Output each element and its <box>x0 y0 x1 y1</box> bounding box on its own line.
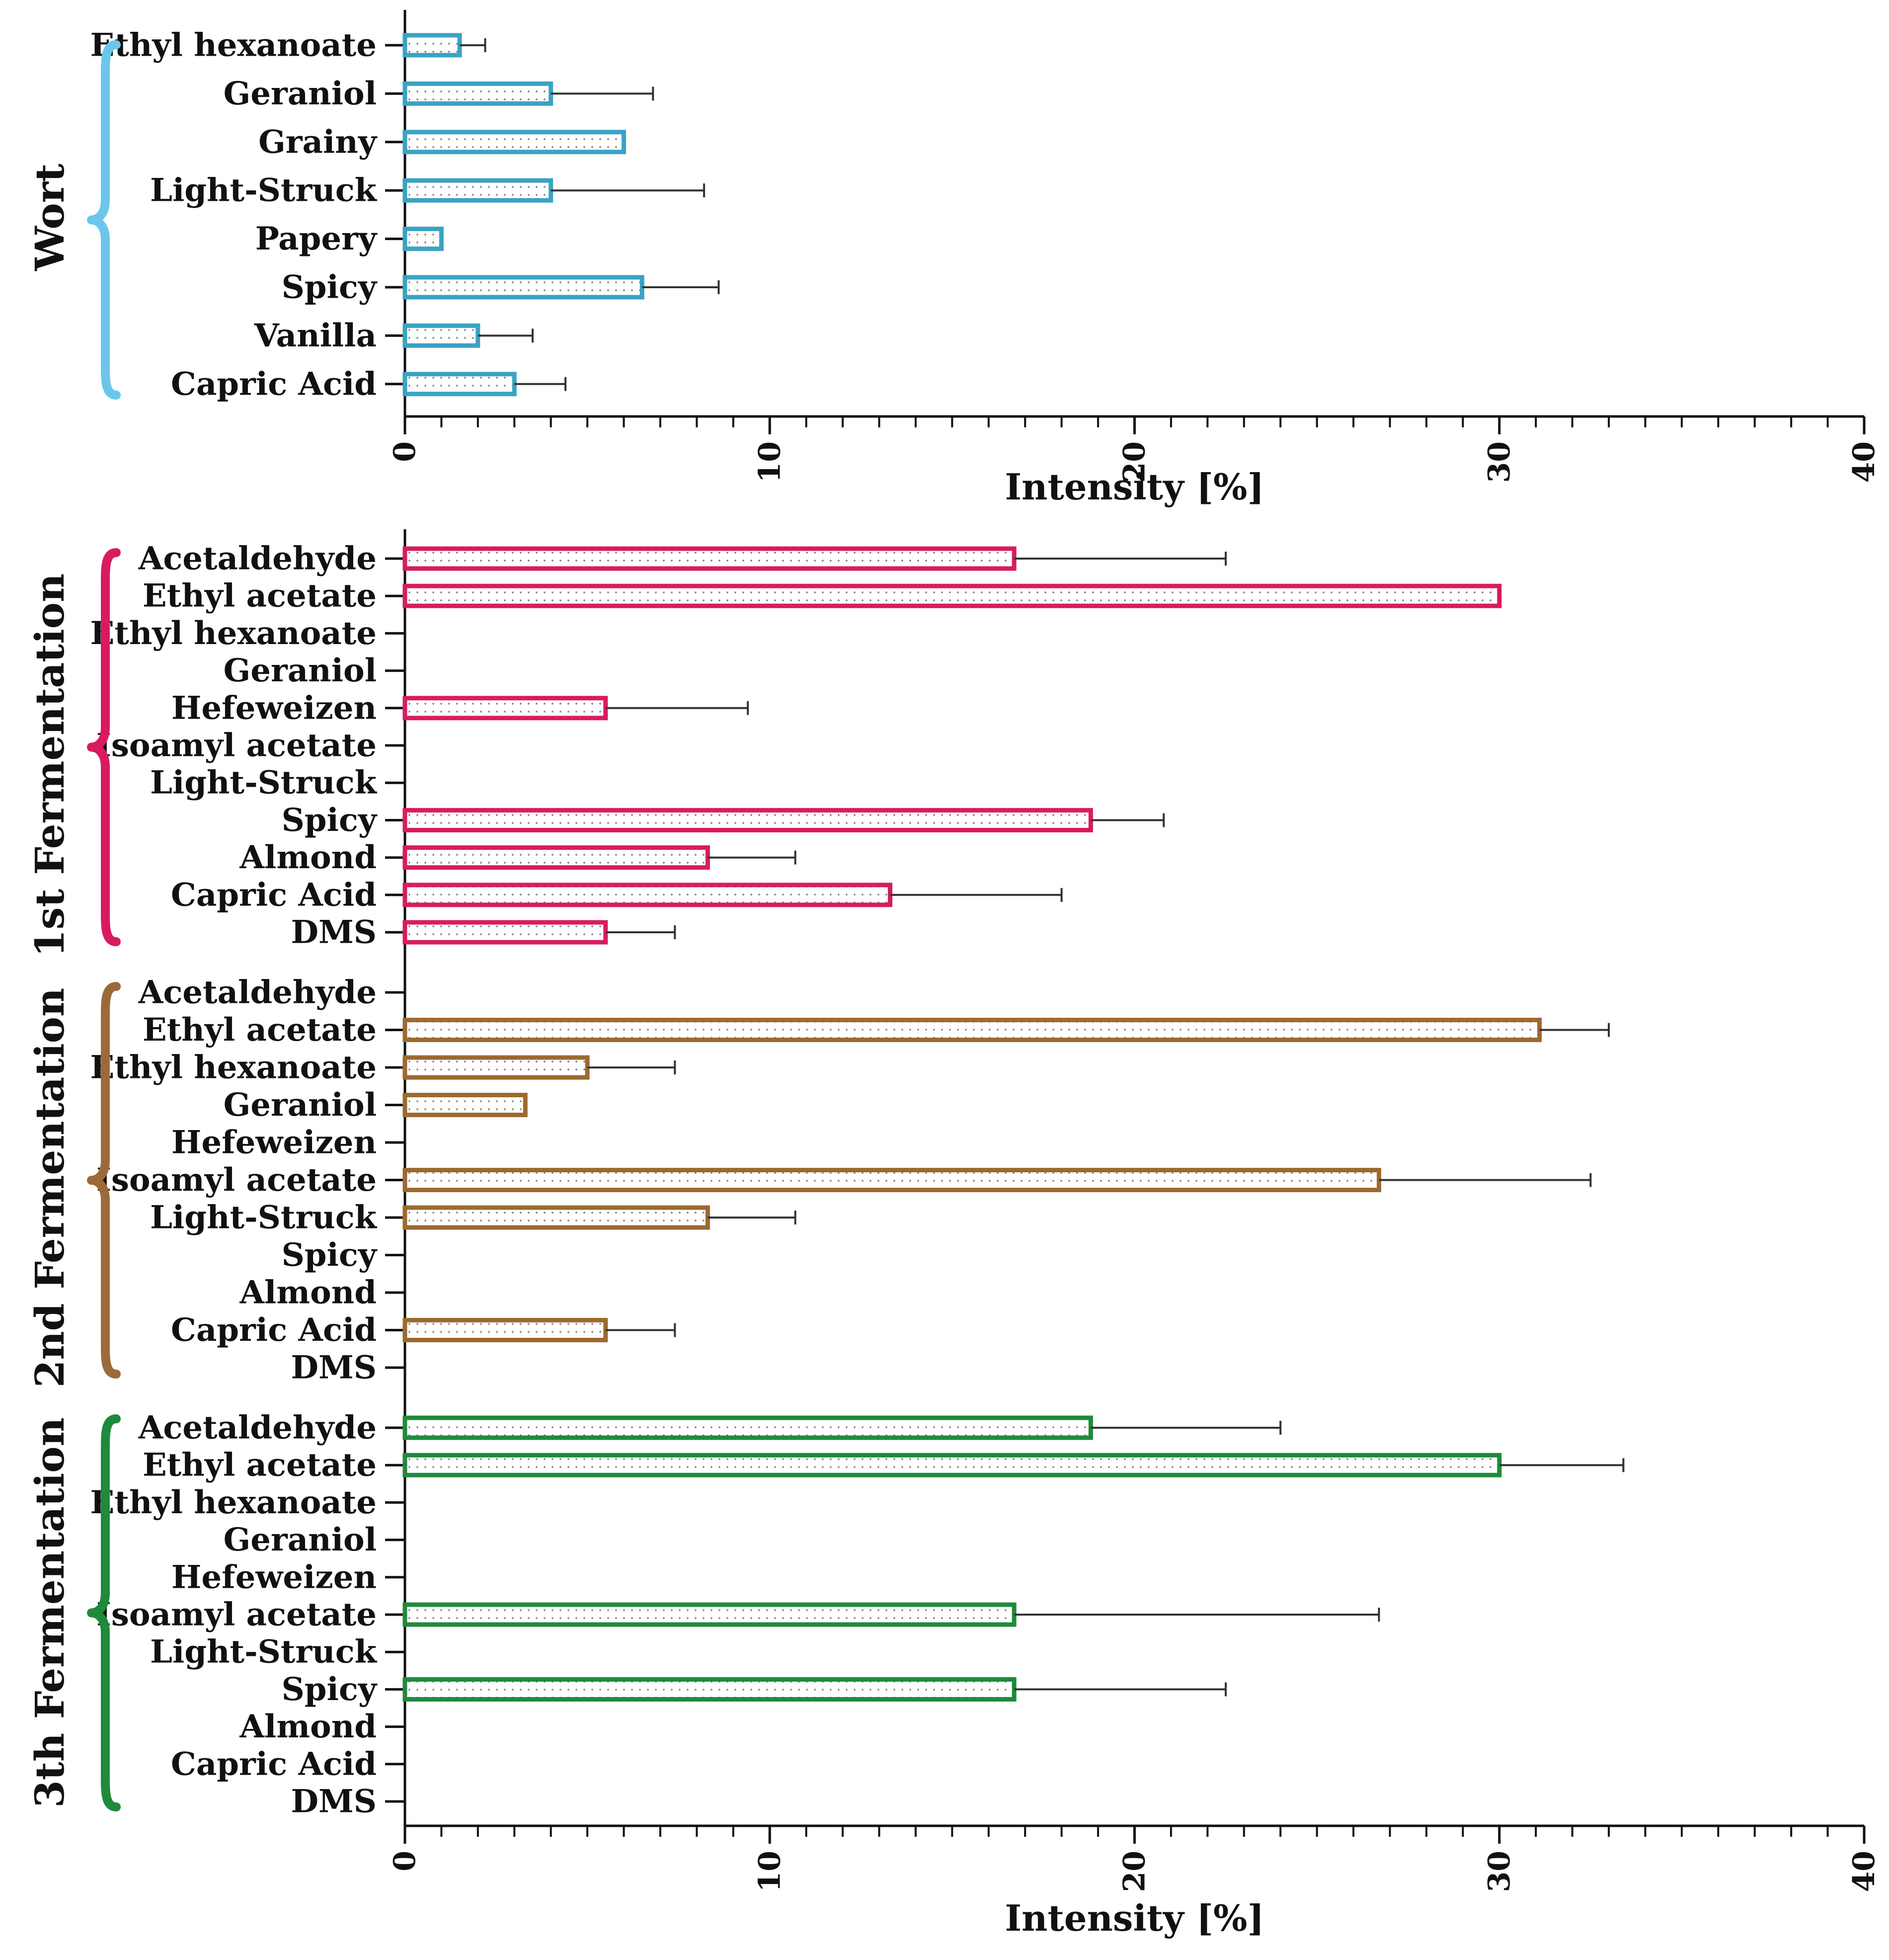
category-label: Vanilla <box>254 317 377 354</box>
bar <box>402 1205 710 1230</box>
category-label: Grainy <box>258 123 378 161</box>
bar <box>402 920 608 945</box>
group-title: 3th Fermentation <box>26 1417 73 1807</box>
category-label: Light-Struck <box>150 172 378 209</box>
category-label: Hefeweizen <box>171 689 377 727</box>
x-axis-title: Intensity [%] <box>1005 1897 1264 1939</box>
bar <box>402 1018 1542 1042</box>
category-label: Hefeweizen <box>171 1124 377 1161</box>
category-label: Ethyl acetate <box>143 577 377 615</box>
group-brace <box>87 982 121 1379</box>
category-label: Geraniol <box>224 1086 377 1124</box>
category-label: Almond <box>239 839 377 876</box>
x-tick-label: 20 <box>1117 1851 1152 1892</box>
x-tick-label: 20 <box>1117 441 1152 483</box>
category-label: Hefeweizen <box>171 1558 377 1596</box>
group-title: Wort <box>26 163 73 271</box>
bar <box>402 178 553 203</box>
category-label: Spicy <box>282 1671 378 1708</box>
bar <box>402 1453 1502 1477</box>
category-label: Ethyl hexanoate <box>90 615 377 652</box>
x-tick-label: 0 <box>388 1851 422 1872</box>
bar <box>402 1168 1381 1192</box>
category-label: Ethyl hexanoate <box>90 1049 377 1086</box>
category-label: Ethyl hexanoate <box>90 1484 377 1521</box>
category-label: Capric Acid <box>171 876 377 913</box>
bar <box>402 583 1502 608</box>
group-brace <box>87 548 121 946</box>
category-label: Geraniol <box>224 652 377 689</box>
bar <box>402 275 644 300</box>
x-tick-label: 40 <box>1847 1851 1882 1892</box>
x-axis-title: Intensity [%] <box>1005 466 1264 508</box>
category-label: Acetaldehyde <box>138 974 377 1011</box>
category-label: Isoamyl acetate <box>96 1161 377 1199</box>
bar <box>402 1677 1017 1702</box>
bar <box>402 372 517 397</box>
bar <box>402 883 893 907</box>
bar <box>402 845 710 870</box>
group-title: 2nd Fermentation <box>26 988 73 1388</box>
bar <box>402 1602 1017 1627</box>
category-label: Acetaldehyde <box>138 540 377 577</box>
bar <box>402 546 1017 571</box>
bar <box>402 1055 590 1080</box>
category-label: Capric Acid <box>171 1311 377 1349</box>
x-tick-label: 30 <box>1482 441 1517 483</box>
category-label: Papery <box>255 220 378 257</box>
x-tick-label: 10 <box>752 441 787 483</box>
x-tick-label: 40 <box>1847 441 1882 483</box>
bar <box>402 1093 528 1117</box>
x-tick-label: 30 <box>1482 1851 1517 1892</box>
bar <box>402 696 608 721</box>
category-label: Geraniol <box>224 75 377 112</box>
bar <box>402 808 1093 832</box>
category-label: Light-Struck <box>150 1633 378 1671</box>
x-tick-label: 10 <box>752 1851 787 1892</box>
group-brace <box>87 1414 121 1811</box>
bar <box>402 323 480 348</box>
category-label: Spicy <box>282 269 378 306</box>
category-label: Almond <box>239 1274 377 1311</box>
category-label: Capric Acid <box>171 1745 377 1783</box>
category-label: DMS <box>291 1783 377 1820</box>
category-label: Almond <box>239 1708 377 1745</box>
category-label: Ethyl acetate <box>143 1447 377 1484</box>
bar <box>402 130 627 155</box>
bar <box>402 81 553 106</box>
category-label: Geraniol <box>224 1521 377 1558</box>
category-label: DMS <box>291 1349 377 1387</box>
bar <box>402 1318 608 1342</box>
group-title: 1st Fermentation <box>26 573 73 957</box>
x-tick-label: 0 <box>388 441 422 462</box>
category-label: Light-Struck <box>150 764 378 802</box>
bar <box>402 227 444 251</box>
category-label: Ethyl acetate <box>143 1011 377 1049</box>
category-label: Acetaldehyde <box>138 1409 377 1447</box>
category-label: Light-Struck <box>150 1199 378 1236</box>
category-label: Spicy <box>282 802 378 839</box>
category-label: Spicy <box>282 1236 378 1274</box>
bar <box>402 33 462 58</box>
category-label: DMS <box>291 914 377 951</box>
category-label: Ethyl hexanoate <box>90 27 377 64</box>
category-label: Isoamyl acetate <box>96 1596 377 1633</box>
group-brace <box>87 40 121 400</box>
bar <box>402 1415 1093 1440</box>
category-label: Isoamyl acetate <box>96 727 377 764</box>
category-label: Capric Acid <box>171 365 377 403</box>
